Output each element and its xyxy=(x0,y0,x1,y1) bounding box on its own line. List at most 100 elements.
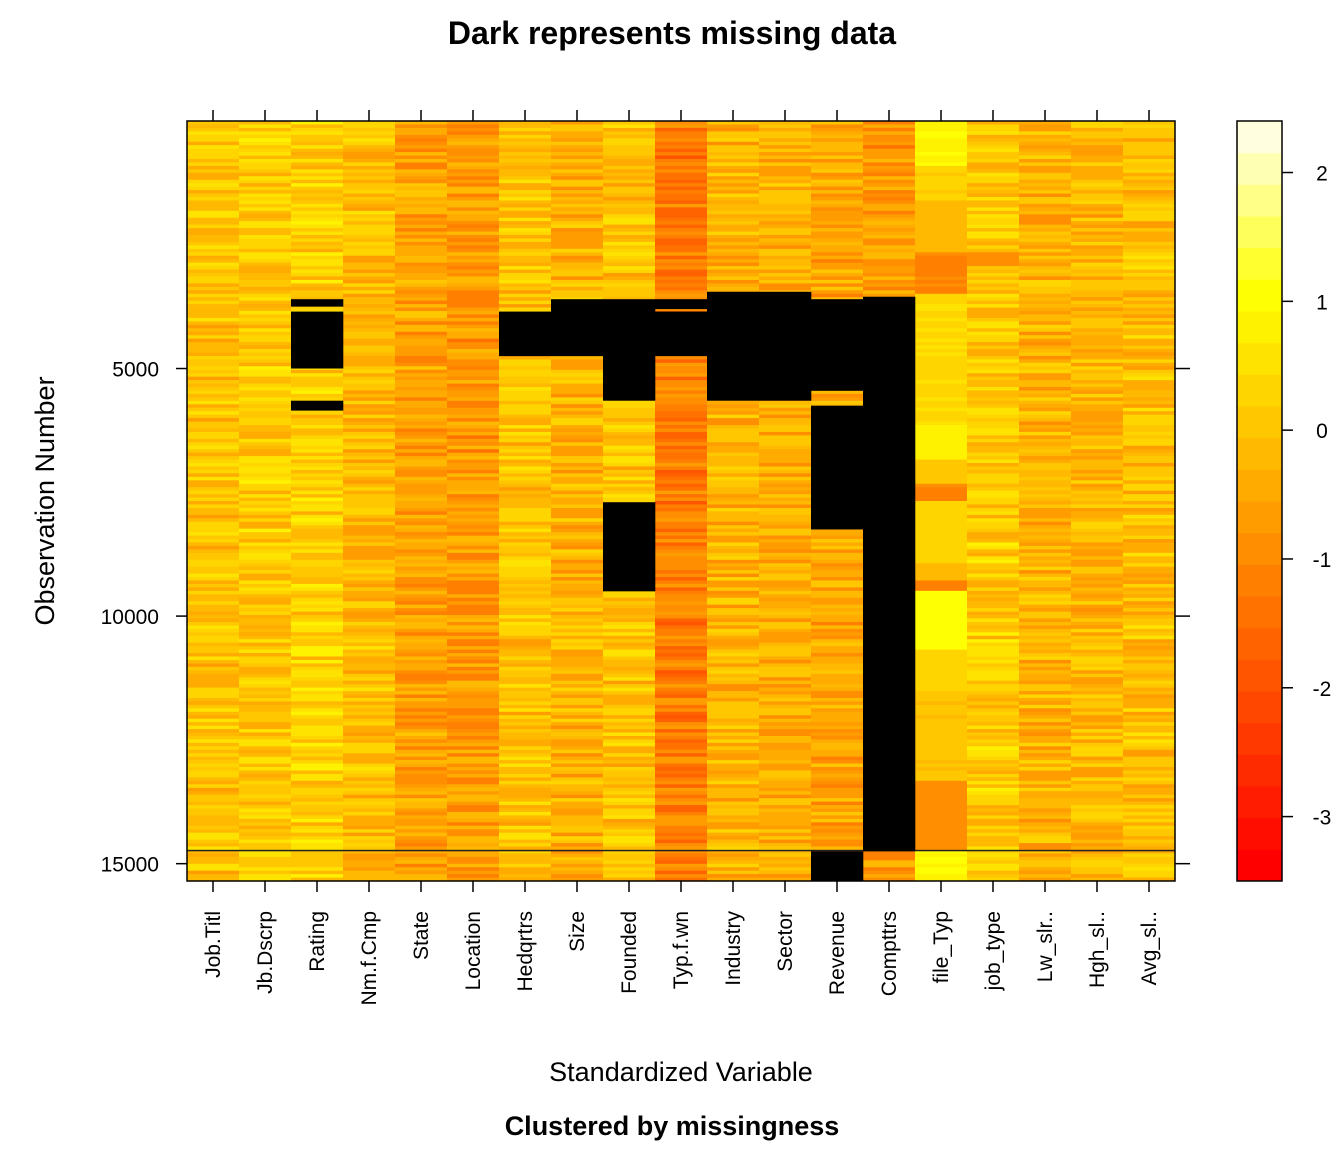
heat-cell xyxy=(395,383,448,388)
heat-cell xyxy=(655,262,708,267)
heat-cell xyxy=(915,307,968,312)
heat-cell xyxy=(967,580,1020,585)
heat-cell xyxy=(499,279,552,284)
heat-cell xyxy=(551,587,604,592)
heat-cell xyxy=(447,338,500,343)
heat-cell xyxy=(967,549,1020,554)
heat-cell xyxy=(759,877,812,881)
heat-cell xyxy=(811,777,864,782)
heat-cell xyxy=(655,431,708,436)
heat-cell xyxy=(395,791,448,796)
heat-cell xyxy=(707,577,760,581)
heat-cell xyxy=(1071,404,1124,409)
heat-cell xyxy=(811,197,864,201)
heat-cell xyxy=(655,691,708,695)
heat-cell xyxy=(915,490,968,495)
colorbar-swatch xyxy=(1237,469,1282,502)
heat-cell xyxy=(603,635,656,640)
heat-cell xyxy=(655,435,708,440)
heat-cell xyxy=(499,466,552,471)
heat-cell xyxy=(811,252,864,257)
heat-cell xyxy=(707,725,760,730)
heat-cell xyxy=(603,273,656,277)
heat-cell xyxy=(395,463,448,467)
heat-cell xyxy=(759,127,812,132)
heat-cell xyxy=(291,262,344,267)
heat-cell xyxy=(603,255,656,260)
heat-cell xyxy=(655,704,708,709)
heat-cell xyxy=(655,694,708,699)
heat-cell xyxy=(967,231,1020,236)
heat-cell xyxy=(447,362,500,367)
heat-cell xyxy=(655,570,708,574)
heat-cell xyxy=(603,632,656,637)
heat-cell xyxy=(395,673,448,678)
heat-cell xyxy=(603,276,656,281)
heat-cell xyxy=(343,383,396,388)
heat-cell xyxy=(447,328,500,333)
heat-cell xyxy=(811,811,864,816)
heat-cell xyxy=(603,245,656,250)
heat-cell xyxy=(239,245,292,250)
heat-cell xyxy=(863,200,916,205)
heat-cell xyxy=(915,134,968,139)
heat-cell xyxy=(759,532,812,536)
heat-cell xyxy=(499,428,552,433)
heat-cell xyxy=(291,152,344,156)
heat-cell xyxy=(863,179,916,184)
heat-cell xyxy=(343,269,396,274)
heat-cell xyxy=(863,259,916,264)
heat-cell xyxy=(343,532,396,536)
heat-cell xyxy=(499,186,552,191)
heat-cell xyxy=(759,145,812,150)
heat-cell xyxy=(187,563,240,568)
heat-cell xyxy=(811,722,864,726)
heat-cell xyxy=(1019,435,1072,440)
heat-cell xyxy=(1019,601,1072,606)
heat-cell xyxy=(447,411,500,416)
heat-cell xyxy=(499,366,552,371)
heat-cell xyxy=(343,349,396,353)
heat-cell xyxy=(915,770,968,775)
heat-cell xyxy=(343,172,396,177)
heat-cell xyxy=(343,639,396,644)
heat-cell xyxy=(967,241,1020,246)
heat-cell xyxy=(1019,625,1072,630)
heat-cell xyxy=(603,200,656,205)
heat-cell xyxy=(655,452,708,457)
heat-cell xyxy=(863,856,916,861)
heat-cell xyxy=(1019,511,1072,516)
heat-cell xyxy=(1071,162,1124,167)
heat-cell xyxy=(291,241,344,246)
heat-cell xyxy=(915,190,968,194)
heat-cell xyxy=(655,732,708,737)
heat-cell xyxy=(239,770,292,775)
heat-cell xyxy=(291,435,344,440)
heat-cell xyxy=(395,359,448,364)
heat-cell xyxy=(187,697,240,702)
heat-cell xyxy=(343,286,396,291)
heat-cell xyxy=(967,131,1020,136)
heat-cell xyxy=(1123,583,1175,588)
heat-cell xyxy=(343,165,396,170)
heat-cell xyxy=(1019,763,1072,768)
heat-cell xyxy=(291,746,344,751)
heat-cell xyxy=(603,860,656,865)
heat-cell xyxy=(811,231,864,236)
heat-cell xyxy=(655,549,708,554)
heat-cell xyxy=(551,708,604,713)
heat-cell xyxy=(551,691,604,695)
heat-cell xyxy=(707,659,760,664)
heat-cell xyxy=(447,324,500,329)
heat-cell xyxy=(187,463,240,467)
heat-cell xyxy=(811,134,864,139)
heat-cell xyxy=(811,176,864,181)
heat-cell xyxy=(499,521,552,526)
heat-cell xyxy=(915,238,968,243)
heat-cell xyxy=(967,207,1020,212)
x-tick-label: Nm.f.Cmp xyxy=(358,911,381,1006)
heat-cell xyxy=(811,210,864,215)
heat-cell xyxy=(395,725,448,730)
heat-cell xyxy=(551,390,604,395)
heat-cell xyxy=(603,172,656,177)
